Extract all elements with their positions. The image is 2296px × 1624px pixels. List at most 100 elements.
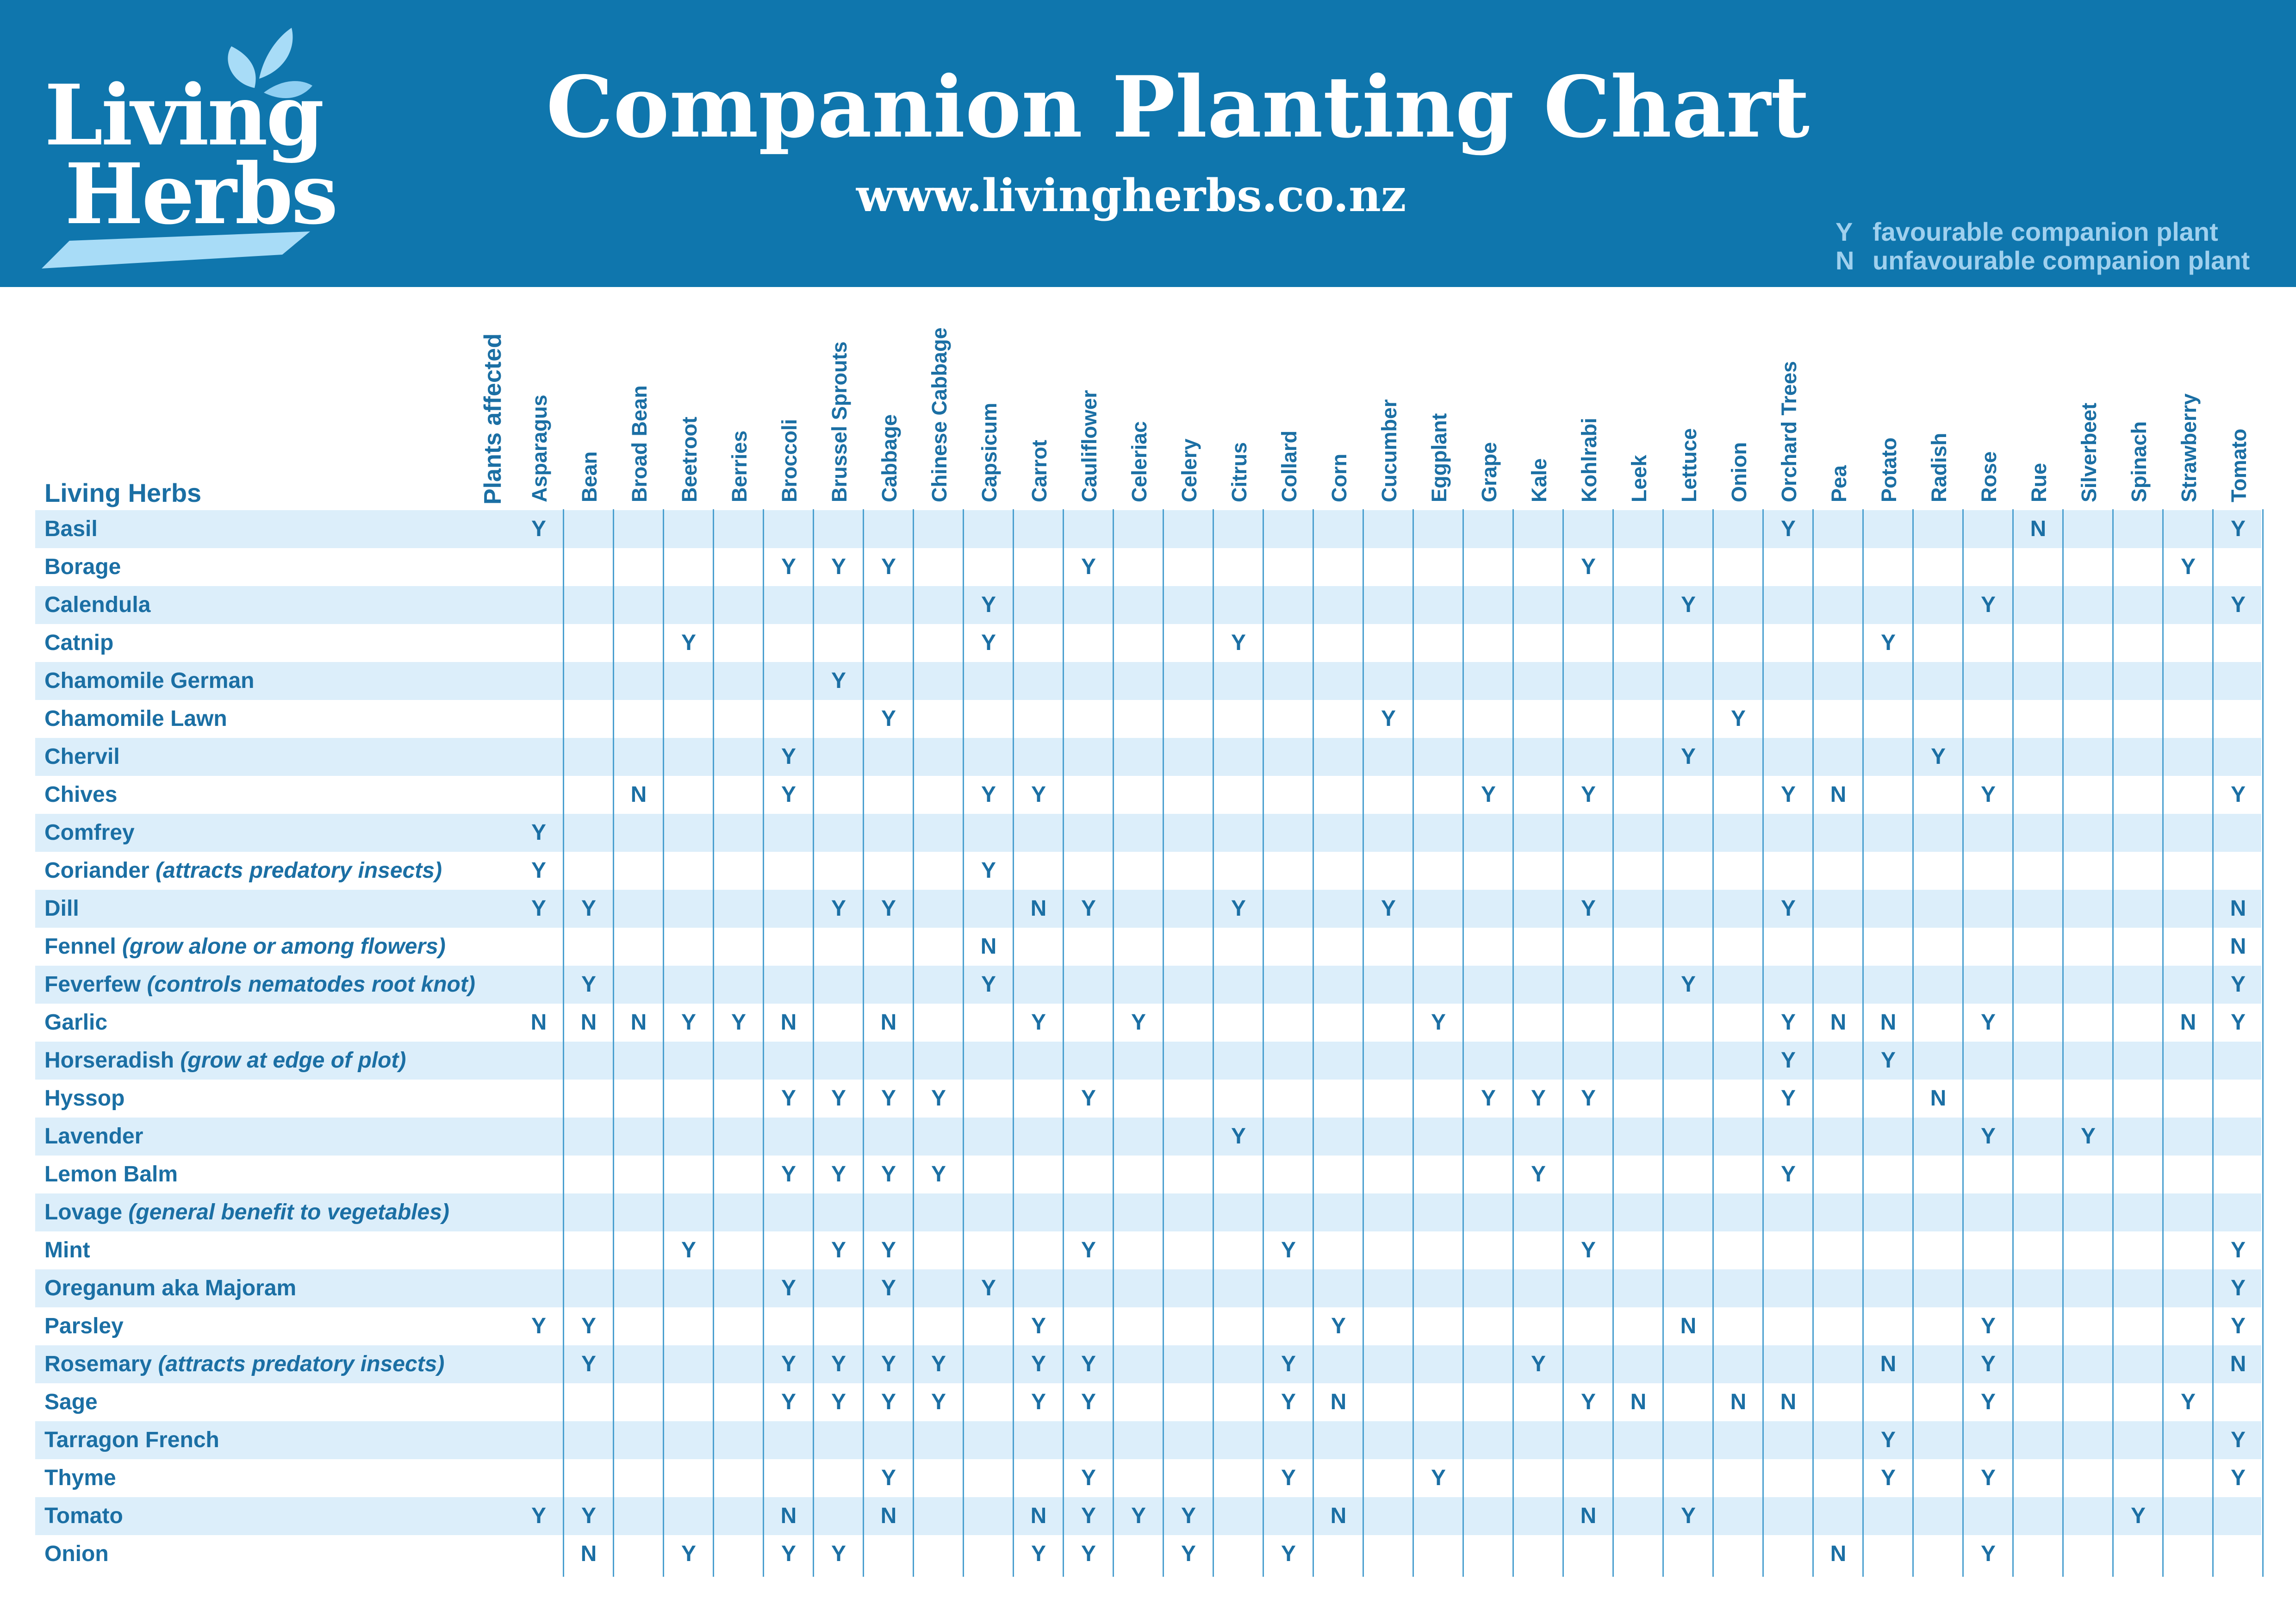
herb-name: Chervil — [44, 744, 120, 769]
table-row — [35, 1118, 2261, 1156]
table-cell: N — [1830, 1542, 1847, 1566]
column-header: Celeriac — [1127, 421, 1151, 502]
table-cell: N — [1880, 1352, 1897, 1376]
table-cell: Y — [1580, 782, 1596, 807]
table-cell: N — [780, 1504, 797, 1528]
column-divider — [1462, 509, 1464, 1577]
table-cell: Y — [1880, 1048, 1896, 1073]
website-url: www.livingherbs.co.nz — [856, 169, 1406, 222]
table-cell: Y — [2230, 1010, 2246, 1035]
table-cell: Y — [1081, 1352, 1096, 1376]
column-header: Citrus — [1227, 442, 1251, 502]
table-cell: Y — [2180, 1390, 2196, 1414]
table-cell: Y — [2230, 1466, 2246, 1490]
table-cell: N — [1580, 1504, 1597, 1528]
column-divider — [2112, 509, 2114, 1577]
column-divider — [1662, 509, 1664, 1577]
table-cell: Y — [931, 1086, 946, 1111]
table-cell: Y — [781, 555, 796, 579]
table-cell: Y — [981, 1276, 996, 1300]
table-cell: Y — [581, 896, 596, 921]
row-label: Lavender — [44, 1118, 143, 1156]
table-cell: Y — [1031, 1390, 1046, 1414]
row-label: Rosemary (attracts predatory insects) — [44, 1345, 444, 1383]
table-cell: Y — [831, 1162, 846, 1187]
column-header: Chinese Cabbage — [927, 327, 951, 502]
table-cell: Y — [1980, 1352, 1996, 1376]
table-cell: Y — [1980, 1542, 1996, 1566]
table-cell: Y — [1181, 1504, 1196, 1528]
column-header: Strawberry — [2177, 393, 2201, 502]
table-cell: Y — [1481, 782, 1496, 807]
table-cell: Y — [1131, 1504, 1146, 1528]
herb-note: (controls nematodes root knot) — [141, 972, 475, 997]
column-header: Silverbeet — [2077, 402, 2101, 502]
table-cell: Y — [781, 1162, 796, 1187]
row-label: Lovage (general benefit to vegetables) — [44, 1193, 449, 1231]
table-cell: Y — [1780, 1162, 1796, 1187]
table-cell: Y — [681, 1010, 696, 1035]
table-cell: N — [1830, 782, 1847, 807]
table-cell: Y — [1980, 1010, 1996, 1035]
column-header: Cucumber — [1377, 399, 1401, 502]
herb-name: Lovage — [44, 1200, 123, 1224]
column-header: Asparagus — [528, 394, 551, 502]
column-header: Onion — [1727, 442, 1751, 502]
column-header: Tomato — [2227, 428, 2251, 502]
table-cell: N — [880, 1504, 897, 1528]
column-divider — [913, 509, 914, 1577]
table-cell: Y — [1680, 744, 1696, 769]
table-cell: Y — [2230, 593, 2246, 617]
table-cell: Y — [681, 1542, 696, 1566]
column-header: Cauliflower — [1077, 390, 1101, 502]
table-row — [35, 1269, 2261, 1307]
column-divider — [663, 509, 664, 1577]
table-row — [35, 814, 2261, 852]
table-cell: Y — [881, 555, 896, 579]
table-cell: Y — [1531, 1162, 1546, 1187]
column-header: Beetroot — [678, 416, 701, 502]
table-cell: Y — [1980, 1124, 1996, 1149]
herb-name: Coriander — [44, 858, 149, 883]
table-cell: N — [1030, 896, 1047, 921]
table-cell: Y — [781, 1390, 796, 1414]
table-row — [35, 1307, 2261, 1345]
column-header: Kohlrabi — [1577, 418, 1601, 502]
table-cell: Y — [2230, 972, 2246, 997]
table-cell: Y — [1131, 1010, 1146, 1035]
table-cell: N — [880, 1010, 897, 1035]
table-cell: Y — [881, 1390, 896, 1414]
table-cell: Y — [2230, 517, 2246, 541]
column-divider — [1163, 509, 1164, 1577]
row-label: Calendula — [44, 586, 150, 624]
row-label: Sage — [44, 1383, 98, 1421]
table-cell: N — [780, 1010, 797, 1035]
leaf-icon — [228, 28, 312, 98]
legend-key: N — [1836, 246, 1854, 275]
herb-name: Garlic — [44, 1010, 108, 1035]
row-label: Borage — [44, 548, 121, 586]
table-cell: Y — [881, 1466, 896, 1490]
column-header: Capsicum — [977, 402, 1001, 502]
table-cell: Y — [1980, 1314, 1996, 1338]
column-divider — [963, 509, 964, 1577]
plants-affected-header: Plants affected — [479, 333, 506, 505]
table-cell: Y — [831, 1542, 846, 1566]
column-divider — [713, 509, 714, 1577]
herb-name: Parsley — [44, 1314, 124, 1338]
table-cell: Y — [2080, 1124, 2096, 1149]
column-header: Carrot — [1027, 439, 1051, 502]
column-header: Berries — [728, 430, 751, 502]
table-cell: Y — [881, 896, 896, 921]
column-divider — [1113, 509, 1114, 1577]
column-divider — [2012, 509, 2014, 1577]
column-divider — [563, 509, 564, 1577]
herb-name: Tarragon French — [44, 1428, 219, 1452]
column-header: Broccoli — [778, 418, 801, 502]
table-cell: Y — [1081, 1390, 1096, 1414]
table-cell: Y — [2230, 1238, 2246, 1262]
table-cell: Y — [1081, 555, 1096, 579]
column-header: Eggplant — [1427, 413, 1451, 502]
column-divider — [1013, 509, 1014, 1577]
herb-name: Sage — [44, 1390, 98, 1414]
